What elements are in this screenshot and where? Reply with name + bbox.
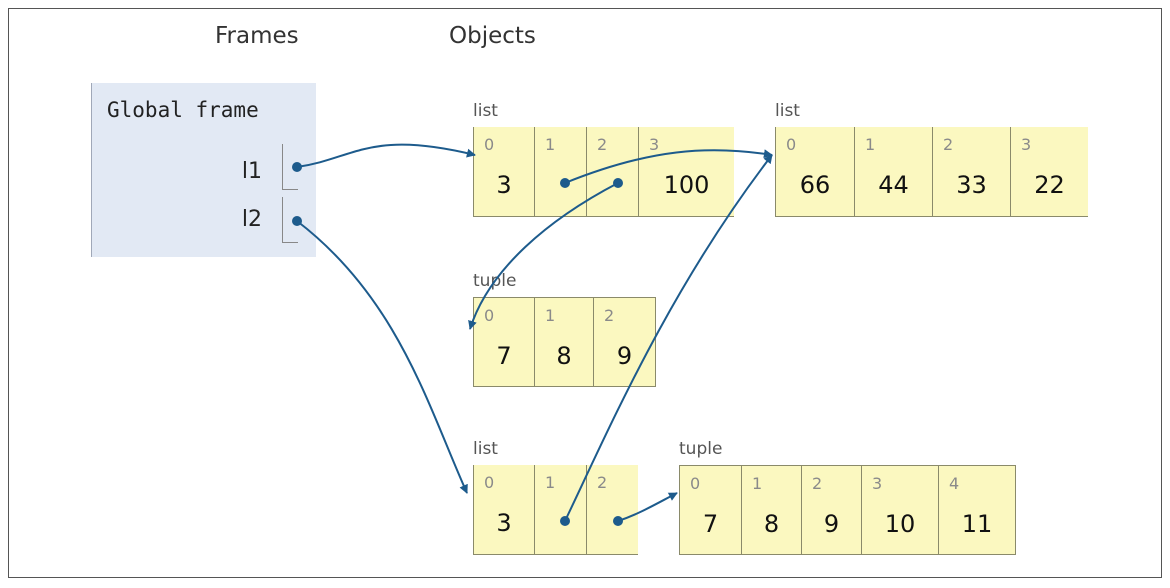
cell-value: 9: [823, 510, 840, 538]
tuple-cell: 4 11: [938, 465, 1016, 555]
cell-value: 7: [702, 510, 719, 538]
cell-value: 10: [884, 510, 916, 538]
cell-value: 33: [956, 171, 987, 199]
list-cell: 2: [586, 465, 638, 555]
cell-value: 3: [496, 509, 512, 537]
cell-value: 22: [1034, 171, 1065, 199]
cell-value: 7: [496, 342, 512, 370]
diagram-canvas: Frames Objects Global frame l1 l2 list 0…: [8, 8, 1162, 578]
pointer-arrow-list-c-2: [617, 492, 678, 522]
cell-index: 2: [597, 473, 608, 492]
object-type-label: tuple: [679, 439, 723, 459]
pointer-dot-l2: [292, 216, 302, 226]
cell-value: 100: [663, 171, 710, 199]
cell-index: 1: [752, 474, 763, 493]
cell-index: 1: [545, 306, 556, 325]
pointer-arrow-l2: [296, 220, 468, 494]
cell-index: 1: [545, 135, 556, 154]
list-cell: 3 100: [638, 127, 734, 217]
cell-value: 3: [496, 171, 512, 199]
object-type-label: list: [473, 101, 498, 121]
frames-header: Frames: [215, 23, 299, 49]
frame-title: Global frame: [107, 98, 259, 122]
cell-index: 3: [872, 474, 883, 493]
variable-name-l1: l1: [241, 159, 262, 184]
variable-slot-l1: [282, 144, 298, 190]
pointer-arrow-list-c-1: [564, 154, 773, 522]
cell-index: 1: [545, 473, 556, 492]
pointer-dot-list-a-1: [560, 178, 570, 188]
pointer-arrows: [292, 143, 773, 526]
cell-index: 0: [690, 474, 701, 493]
variable-name-l2: l2: [241, 207, 262, 232]
variable-slot-l2: [282, 197, 298, 243]
list-cell: 3 22: [1010, 127, 1088, 217]
global-frame: Global frame l1 l2: [91, 83, 316, 257]
cell-index: 0: [786, 135, 797, 154]
cell-value: 8: [763, 510, 780, 538]
object-type-label: list: [775, 101, 800, 121]
list-cell: 2 33: [932, 127, 1010, 217]
objects-header: Objects: [449, 23, 536, 49]
pointer-dot-list-a-2: [613, 178, 623, 188]
cell-value: 44: [878, 171, 909, 199]
cell-index: 0: [484, 473, 495, 492]
cell-index: 4: [949, 474, 960, 493]
pointer-arrow-list-a-2: [468, 182, 619, 330]
pointer-arrow-l1: [296, 143, 476, 168]
cell-index: 3: [1021, 135, 1032, 154]
list-cell: 0 66: [775, 127, 854, 217]
cell-value: 9: [616, 342, 633, 370]
cell-index: 2: [597, 135, 608, 154]
cell-index: 2: [812, 474, 823, 493]
list-cell: 1: [534, 465, 586, 555]
pointer-arrow-list-a-1: [564, 149, 773, 184]
cell-value: 66: [799, 171, 831, 199]
tuple-cell: 3 10: [861, 465, 938, 555]
list-cell: 1: [534, 127, 586, 217]
pointer-dot-list-c-1: [560, 516, 570, 526]
pointer-dot-list-c-2: [613, 516, 623, 526]
cell-index: 2: [943, 135, 954, 154]
list-cell: 1 44: [854, 127, 932, 217]
cell-index: 1: [865, 135, 876, 154]
object-type-label: list: [473, 439, 498, 459]
cell-index: 2: [604, 306, 615, 325]
cell-index: 0: [484, 135, 495, 154]
cell-value: 11: [961, 510, 993, 538]
pointer-dot-l1: [292, 162, 302, 172]
cell-index: 3: [649, 135, 660, 154]
cell-index: 0: [484, 306, 495, 325]
cell-value: 8: [556, 342, 572, 370]
